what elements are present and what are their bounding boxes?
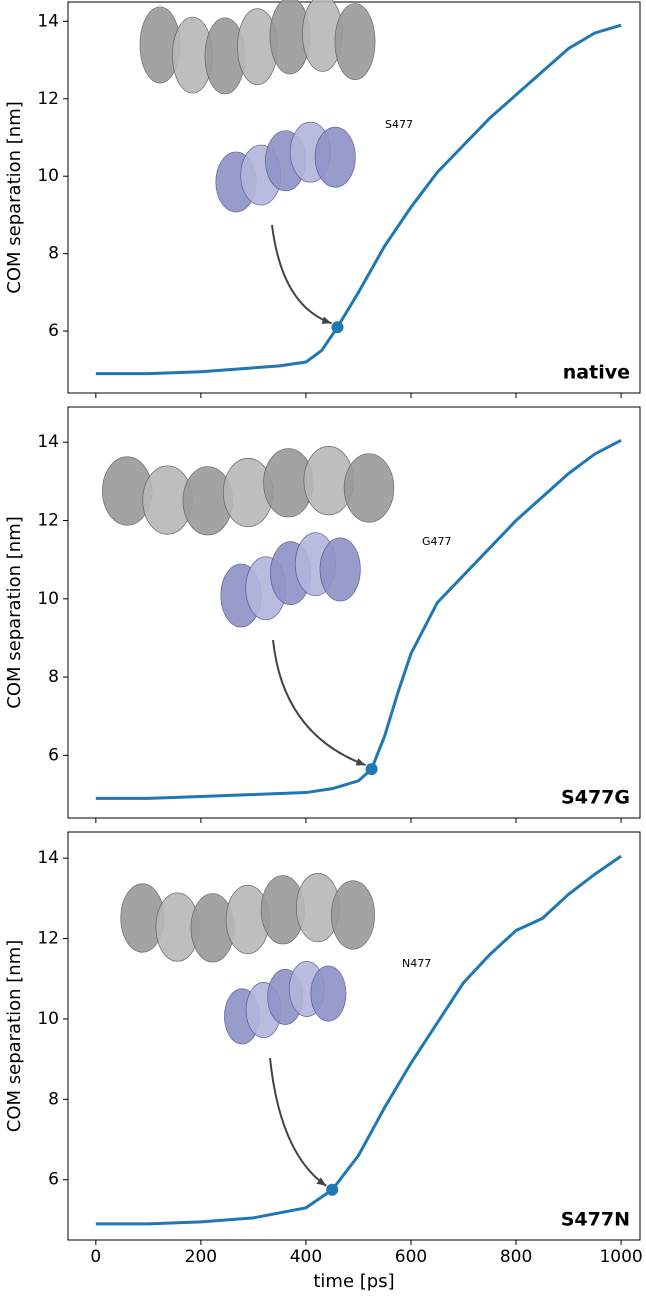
protein-sheet [314,126,356,188]
y-axis-label: COM separation [nm] [4,940,25,1133]
panel-label: S477N [561,1209,630,1231]
axes-frame [67,831,641,1241]
panel-label: native [563,362,630,384]
x-tick-label: 1000 [599,1247,642,1267]
data-line [95,23,622,376]
y-tick-label: 8 [48,244,59,264]
y-tick-label: 6 [48,745,59,765]
y-tick-label: 12 [37,511,59,531]
protein-sheet [310,965,347,1022]
data-line [95,854,622,1226]
arrow-head [316,1177,327,1186]
y-axis-label: COM separation [nm] [4,101,25,294]
panel-label: S477G [561,787,630,809]
annotation-point [331,321,344,334]
x-tick-label: 600 [395,1247,427,1267]
y-tick-label: 14 [37,11,59,31]
arrow-head [321,316,332,324]
annotation-arrow [272,639,366,767]
annotation-arrow [269,1057,327,1187]
x-tick-label: 0 [90,1247,101,1267]
residue-label: G477 [422,535,452,548]
residue-label: N477 [402,957,431,970]
y-tick-label: 12 [37,929,59,949]
y-tick-label: 6 [48,1170,59,1190]
axes-frame [67,406,641,819]
y-tick-label: 10 [37,1009,59,1029]
residue-label: S477 [385,118,413,131]
arrow-head [355,758,366,766]
data-line [95,438,622,800]
y-tick-label: 10 [37,166,59,186]
annotation-point [326,1183,339,1196]
y-tick-label: 12 [37,89,59,109]
y-tick-label: 10 [37,589,59,609]
y-tick-label: 6 [48,321,59,341]
y-tick-label: 14 [37,432,59,452]
y-tick-label: 8 [48,1089,59,1109]
x-tick-label: 200 [185,1247,217,1267]
protein-helix [334,3,376,81]
axes-frame [67,1,641,394]
x-axis-label: time [ps] [313,1271,394,1292]
y-tick-label: 14 [37,848,59,868]
protein-helix [343,453,395,523]
protein-helix [330,880,375,950]
annotation-point [365,763,378,776]
protein-sheet [319,537,361,602]
annotation-arrow [271,224,332,325]
x-tick-label: 400 [290,1247,322,1267]
y-axis-label: COM separation [nm] [4,516,25,709]
y-tick-label: 8 [48,667,59,687]
x-tick-label: 800 [500,1247,532,1267]
